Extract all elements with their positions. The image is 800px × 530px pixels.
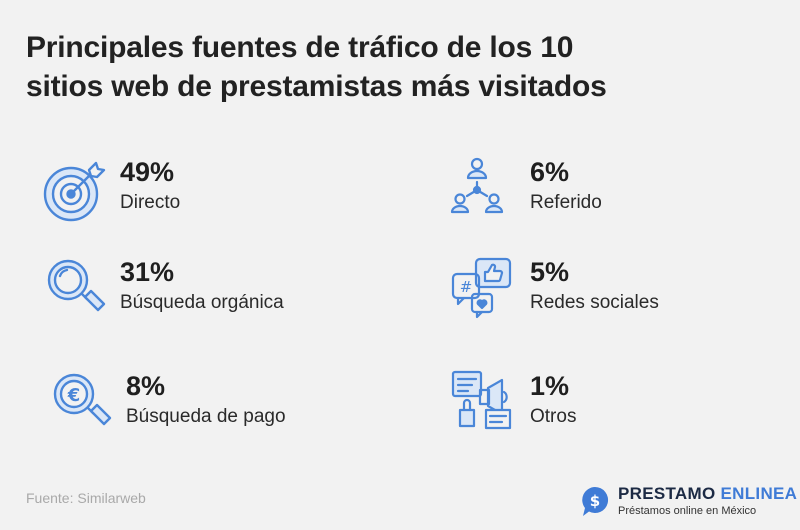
stat-busqueda-organica: 31% Búsqueda orgánica	[40, 256, 340, 326]
stat-redes-sociales: # 5% Redes sociales	[450, 256, 750, 326]
source-note: Fuente: Similarweb	[26, 490, 146, 506]
title-line-1: Principales fuentes de tráfico de los 10	[26, 31, 574, 64]
stat-busqueda-de-pago: € 8% Búsqueda de pago	[46, 370, 346, 440]
magnifier-icon	[40, 256, 110, 326]
stat-referido: 6% Referido	[450, 156, 750, 226]
stat-label: Redes sociales	[530, 292, 659, 313]
svg-text:$: $	[590, 492, 600, 510]
stat-value: 8%	[126, 371, 166, 401]
stat-label: Referido	[530, 192, 602, 213]
brand-name: PRESTAMO ENLINEA	[618, 484, 797, 504]
brand-main: PRESTAMO	[618, 484, 716, 503]
megaphone-icon	[450, 370, 520, 440]
euro-magnifier-icon: €	[46, 370, 116, 440]
brand-logo: $ PRESTAMO ENLINEA Préstamos online en M…	[580, 484, 797, 524]
dollar-speech-bubble-icon: $	[580, 486, 610, 518]
stat-directo: 49% Directo	[40, 156, 340, 226]
brand-tagline: Préstamos online en México	[618, 505, 757, 517]
stat-otros: 1% Otros	[450, 370, 750, 440]
referral-network-icon	[450, 156, 520, 226]
svg-text:#: #	[460, 278, 473, 296]
svg-text:€: €	[67, 385, 81, 406]
social-media-icon: #	[450, 256, 520, 326]
stat-value: 5%	[530, 257, 570, 287]
target-icon	[40, 156, 110, 226]
stat-label: Búsqueda de pago	[126, 406, 286, 427]
stat-label: Búsqueda orgánica	[120, 292, 284, 313]
stat-value: 49%	[120, 157, 175, 187]
stat-label: Directo	[120, 192, 181, 213]
stat-label: Otros	[530, 406, 577, 427]
stat-value: 31%	[120, 257, 175, 287]
brand-accent: ENLINEA	[720, 484, 798, 503]
title-line-2: sitios web de prestamistas más visitados	[26, 70, 607, 103]
page-title: Principales fuentes de tráfico de los 10…	[26, 28, 766, 106]
stat-value: 1%	[530, 371, 570, 401]
stat-value: 6%	[530, 157, 570, 187]
